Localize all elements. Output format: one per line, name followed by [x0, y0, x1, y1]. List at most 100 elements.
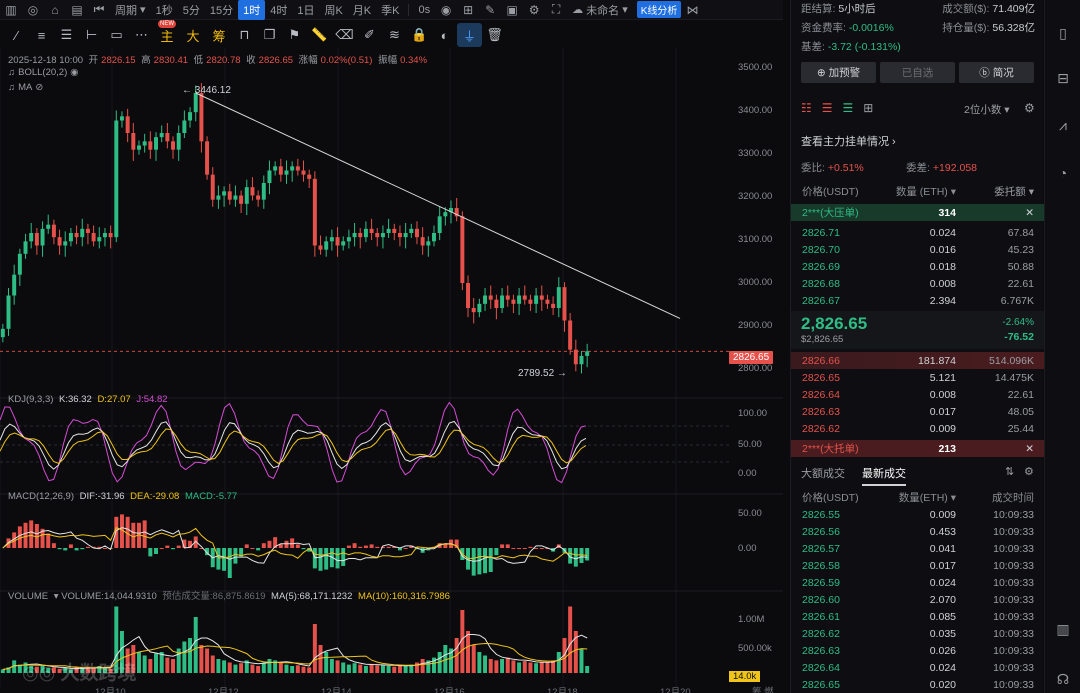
eraser-icon[interactable]: ⌫ — [335, 27, 354, 42]
big-bid-row[interactable]: 2***(大托单) 213 ✕ — [791, 440, 1044, 457]
book-bids-icon[interactable]: ☰ — [842, 101, 854, 115]
close-icon[interactable]: ✕ — [1025, 206, 1034, 219]
channel-tool-icon[interactable]: ☰ — [60, 27, 73, 42]
trade-filter-icon[interactable]: ⇅ — [1005, 466, 1015, 478]
main-indicator-button[interactable]: 主 — [160, 28, 174, 44]
interval-week[interactable]: 周K — [324, 4, 343, 17]
ask-row[interactable]: 2826.69 0.018 50.88 — [791, 258, 1044, 275]
macd-bar — [443, 543, 448, 548]
volume-bar — [579, 648, 584, 673]
period-dropdown[interactable]: 周期 ▾ — [115, 4, 146, 17]
pen-icon[interactable]: ✎ — [485, 2, 496, 17]
candle-body — [307, 174, 312, 179]
horizontal-ray-icon[interactable]: ⊢ — [85, 27, 98, 42]
settings-icon[interactable]: ⚙ — [528, 2, 540, 17]
interval-month[interactable]: 月K — [352, 4, 372, 17]
tab-big-trades[interactable]: 大额成交 — [801, 468, 845, 480]
add-alert-button[interactable]: ⊕ 加预警 — [801, 62, 876, 83]
gauge-icon[interactable]: ◔ — [1058, 165, 1068, 181]
brush-icon[interactable]: ✐ — [364, 27, 375, 42]
share-icon[interactable]: ⋈ — [686, 2, 699, 17]
kline-analysis-button[interactable]: K线分析 — [636, 1, 682, 18]
big-ask-row[interactable]: 2***(大压单) 314 ✕ — [791, 204, 1044, 221]
interval-5m[interactable]: 5分 — [182, 4, 200, 17]
brief-button[interactable]: ⓑ 简况 — [959, 62, 1034, 83]
camera-icon[interactable]: ◉ — [440, 2, 452, 17]
ask-row[interactable]: 2826.71 0.024 67.84 — [791, 224, 1044, 241]
bid-row[interactable]: 2826.64 0.008 22.61 — [791, 386, 1044, 403]
line-tool-icon[interactable]: ⁄ — [15, 27, 18, 43]
text-tool-icon[interactable]: ⚑ — [288, 27, 301, 42]
trade-settings-icon[interactable]: ⚙ — [1024, 466, 1034, 478]
tcol-qty[interactable]: 数量(ETH) ▾ — [898, 492, 956, 504]
layout-name[interactable]: ☁ 未命名 ▾ — [572, 4, 628, 17]
interval-1h[interactable]: 1时 — [238, 0, 266, 20]
book-asks-icon[interactable]: ☰ — [821, 101, 833, 115]
boll-indicator[interactable]: ♫ BOLL(20,2) ◉ — [8, 67, 82, 78]
layout-icon[interactable]: ▥ — [1056, 621, 1070, 637]
more-tools-icon[interactable]: ⋯ — [135, 27, 148, 42]
document-icon[interactable]: ▯ — [1059, 25, 1067, 41]
bid-row[interactable]: 2826.63 0.017 48.05 — [791, 403, 1044, 420]
main-orders-link[interactable]: 查看主力挂单情况 › — [801, 136, 896, 148]
book-both-icon[interactable]: ☷ — [801, 101, 812, 115]
trash-icon[interactable]: 🗑 — [486, 27, 503, 42]
mid-price-block: 2,826.65 $2,826.65 -2.64% -76.52 — [791, 311, 1044, 349]
ma-label: MA — [18, 82, 33, 93]
compass-icon[interactable]: ◎ — [27, 2, 39, 17]
macd-bar — [284, 540, 289, 548]
macd-bar — [375, 546, 380, 548]
ruler-icon[interactable]: 📏 — [311, 27, 328, 42]
tab-latest-trades[interactable]: 最新成交 — [862, 465, 906, 486]
candle-icon[interactable]: ▥ — [5, 2, 17, 17]
bid-row[interactable]: 2826.66 181.874 514.096K — [791, 352, 1044, 369]
home-icon[interactable]: ⌂ — [51, 2, 59, 17]
calendar-icon[interactable]: ▤ — [71, 2, 83, 17]
chip-button[interactable]: 筹 — [212, 28, 226, 44]
big-order-button[interactable]: 大 — [186, 28, 200, 44]
selected-button[interactable]: 已自选 — [880, 62, 955, 83]
vol-axis-tick: 500.00k — [738, 643, 772, 654]
macd-bar — [114, 516, 119, 548]
candle-body — [505, 295, 510, 300]
amp-label: 振幅 — [378, 55, 398, 66]
zero-s-label[interactable]: 0s — [418, 3, 431, 16]
bid-row[interactable]: 2826.65 5.121 14.475K — [791, 369, 1044, 386]
col-qty[interactable]: 数量 (ETH) ▾ — [895, 186, 956, 198]
book-grid-icon[interactable]: ⊞ — [863, 101, 874, 115]
path-tool-icon[interactable]: ≋ — [389, 27, 400, 42]
support-icon[interactable]: ☊ — [1056, 671, 1070, 687]
image-icon[interactable]: ▣ — [506, 2, 518, 17]
visibility-icon[interactable]: ◐ — [440, 27, 449, 43]
back-icon[interactable]: ⏮ — [93, 2, 105, 16]
chart-canvas[interactable] — [0, 48, 783, 693]
chart-line-icon[interactable]: ⩘ — [1059, 117, 1067, 133]
interval-15m[interactable]: 15分 — [209, 4, 234, 17]
book-icon[interactable]: ⊟ — [1057, 70, 1069, 86]
volume-ma10-line — [2, 642, 588, 670]
ask-row[interactable]: 2826.68 0.008 22.61 — [791, 275, 1044, 292]
col-total[interactable]: 委托额 ▾ — [994, 186, 1034, 198]
interval-1s[interactable]: 1秒 — [155, 4, 173, 17]
book-settings-icon[interactable]: ⚙ — [1024, 101, 1035, 115]
ask-row[interactable]: 2826.70 0.016 45.23 — [791, 241, 1044, 258]
volume-bar — [205, 648, 210, 673]
magnet-icon[interactable]: ⊓ — [239, 27, 250, 42]
copy-icon[interactable]: ❐ — [263, 27, 276, 42]
hline-tool-icon[interactable]: ≡ — [37, 27, 46, 43]
interval-4h[interactable]: 4时 — [270, 4, 288, 17]
ma-indicator[interactable]: ♫ MA ⊘ — [8, 82, 46, 93]
macd-bar — [568, 548, 573, 564]
fullscreen-icon[interactable]: ⛶ — [551, 2, 561, 16]
ask-row[interactable]: 2826.67 2.394 6.767K — [791, 292, 1044, 309]
chart-type-icon[interactable]: ⊞ — [463, 2, 474, 17]
close-icon[interactable]: ✕ — [1025, 442, 1034, 455]
lock-icon[interactable]: 🔒 — [411, 27, 428, 42]
bid-row[interactable]: 2826.62 0.009 25.44 — [791, 420, 1044, 437]
interval-1d[interactable]: 1日 — [297, 4, 315, 17]
candle-body — [0, 328, 5, 338]
interval-season[interactable]: 季K — [381, 4, 400, 17]
decimals-dropdown[interactable]: 2位小数 ▾ — [964, 104, 1010, 116]
rectangle-tool-icon[interactable]: ▭ — [110, 27, 123, 42]
filter-icon[interactable]: ⏚ — [457, 23, 482, 47]
